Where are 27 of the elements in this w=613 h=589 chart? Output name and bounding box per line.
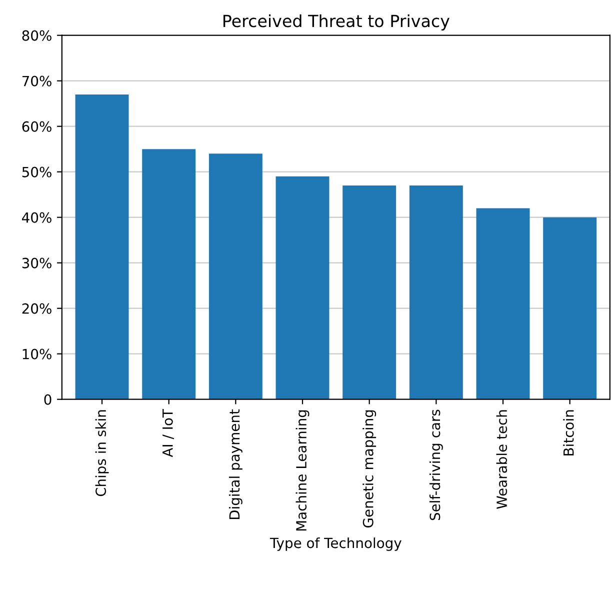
- y-tick-label: 50%: [22, 166, 52, 178]
- bar: [208, 154, 262, 400]
- x-tick-label: Digital payment: [228, 409, 242, 520]
- bar: [142, 149, 196, 400]
- chart-title: Perceived Threat to Privacy: [224, 14, 450, 30]
- y-tick-label: 0: [44, 394, 52, 405]
- bar: [276, 176, 330, 400]
- x-tick-label: Chips in skin: [95, 410, 109, 496]
- y-tick-label: 80%: [22, 30, 52, 41]
- y-tick-label: 20%: [22, 303, 52, 314]
- bar: [342, 185, 396, 400]
- y-tick-label: 30%: [22, 258, 52, 268]
- y-tick-label: 10%: [22, 348, 52, 360]
- bar: [75, 94, 129, 400]
- x-axis-title: Type of Technology: [270, 537, 402, 551]
- bar: [409, 185, 463, 400]
- bar: [476, 208, 530, 400]
- x-tick-label: Bitcoin: [563, 410, 574, 456]
- x-tick-label: Machine Learning: [296, 410, 310, 531]
- x-tick-label: Genetic mapping: [362, 410, 376, 528]
- y-tick-label: 70%: [22, 76, 52, 86]
- x-tick-label: Wearable tech: [496, 410, 508, 509]
- bar: [543, 217, 597, 400]
- x-tick-label: AI / IoT: [162, 409, 174, 458]
- x-tick-label: Self-driving cars: [429, 410, 443, 520]
- y-tick-label: 60%: [22, 121, 52, 132]
- y-tick-label: 40%: [22, 212, 52, 223]
